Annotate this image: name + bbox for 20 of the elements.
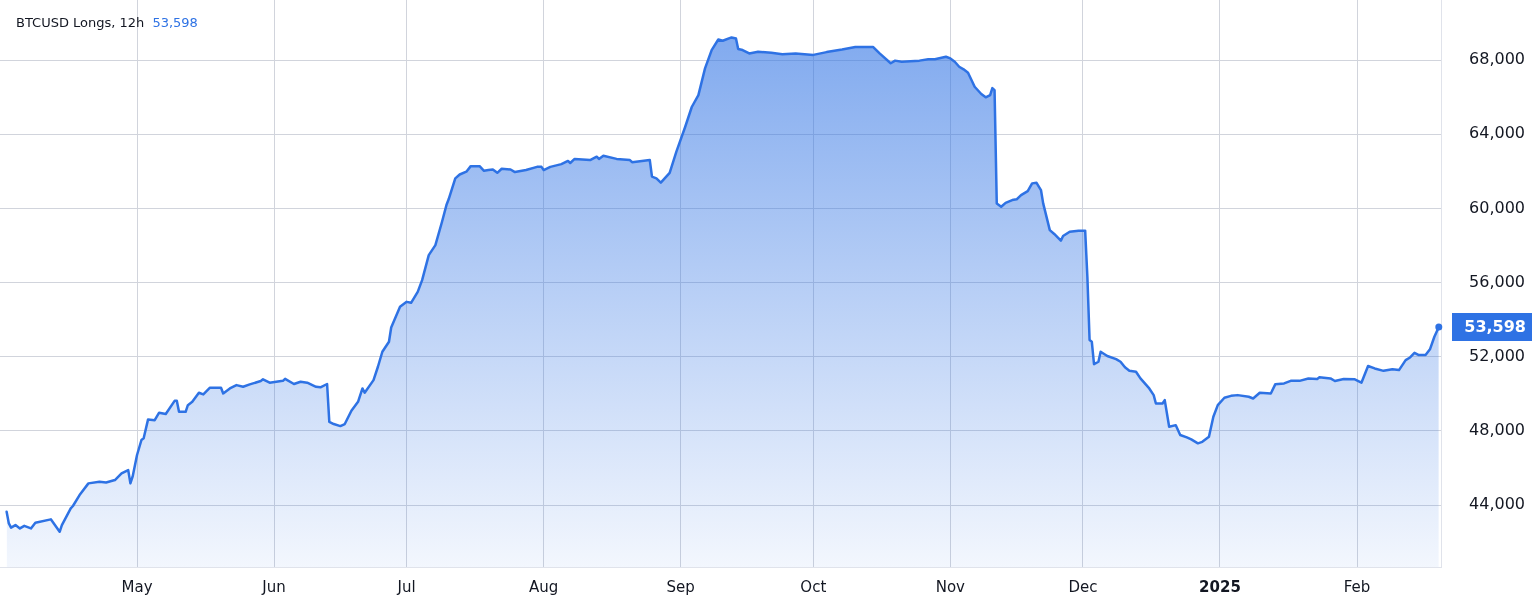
text: BTCUSD Longs, 12h <box>16 15 145 30</box>
y-tick-label: 60,000 <box>1469 197 1525 217</box>
y-tick-label: 52,000 <box>1469 345 1525 365</box>
x-tick-label: Dec <box>1068 577 1098 596</box>
y-tick-label: 56,000 <box>1469 271 1525 291</box>
y-tick-label: 44,000 <box>1469 494 1525 514</box>
x-tick-label: May <box>121 577 153 596</box>
y-tick-label: 48,000 <box>1469 420 1525 440</box>
text: 53,598 <box>152 15 198 30</box>
x-tick-label: Feb <box>1343 577 1371 596</box>
x-tick-label: 2025 <box>1199 577 1241 596</box>
x-tick-label: Jun <box>261 577 286 596</box>
data-label: 53,598 <box>1464 317 1526 337</box>
x-tick-label: Sep <box>666 577 695 596</box>
x-tick-label: Nov <box>935 577 966 596</box>
x-tick-label: Aug <box>529 577 559 596</box>
x-tick-label: Jul <box>396 577 416 596</box>
y-tick-label: 68,000 <box>1469 49 1525 69</box>
x-tick-label: Oct <box>800 577 827 596</box>
y-tick-label: 64,000 <box>1469 123 1525 143</box>
